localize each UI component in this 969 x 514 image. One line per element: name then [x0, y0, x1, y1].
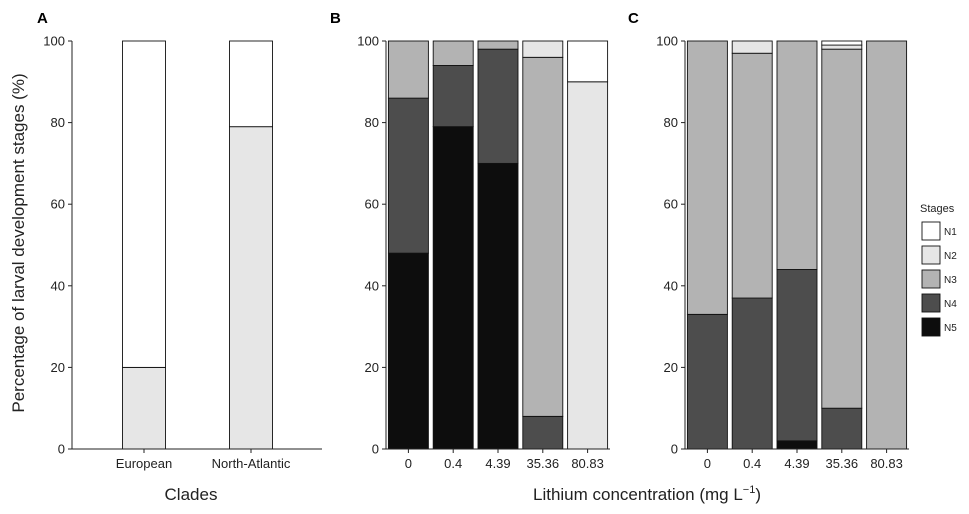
panel-letter: C	[628, 10, 639, 27]
x-tick-label: 0.4	[444, 456, 462, 471]
y-tick-label: 80	[664, 115, 678, 130]
bar-segment-n4	[821, 407, 863, 450]
bar-segment-n1	[229, 40, 273, 128]
x-axis-title-lithium: Lithium concentration (mg L−1)	[533, 484, 761, 504]
bar-segment-n5	[477, 162, 519, 450]
y-tick-label: 20	[664, 360, 678, 375]
bar-segment-n2	[122, 366, 166, 450]
y-tick-label: 0	[671, 442, 678, 457]
bar-segment-n4	[387, 97, 429, 254]
x-tick-label: 4.39	[485, 456, 510, 471]
bar-segment-n3	[432, 40, 474, 66]
bar-segment-n2	[731, 40, 773, 54]
x-tick-label: 80.83	[571, 456, 604, 471]
y-tick-label: 100	[43, 34, 65, 49]
bar-segment-n1	[821, 40, 863, 46]
y-tick-label: 20	[51, 360, 65, 375]
legend-key-n4	[921, 293, 941, 313]
legend-key-n5	[921, 317, 941, 337]
bar-segment-n3	[731, 52, 773, 299]
panel-c: C 0 20 40 60 80 100 0 0.4 4.39 35.36 80.83	[628, 10, 909, 471]
bar-segment-n1	[122, 40, 166, 368]
legend-key-n2	[921, 245, 941, 265]
bar-segment-n3	[387, 40, 429, 99]
bar-segment-n2	[522, 40, 564, 58]
x-tick-label: 0	[405, 456, 412, 471]
y-tick-label: 100	[357, 34, 379, 49]
bar-segment-n5	[432, 126, 474, 450]
legend-label-n4: N4	[944, 299, 957, 310]
legend-label-n3: N3	[944, 275, 957, 286]
bar-segment-n4	[731, 297, 773, 450]
x-axis-title-clades: Clades	[165, 485, 218, 504]
legend-key-n3	[921, 269, 941, 289]
x-tick-label: European	[116, 456, 172, 471]
legend-title: Stages	[920, 203, 955, 215]
panel-letter: B	[330, 10, 341, 27]
y-tick-label: 40	[664, 278, 678, 293]
y-tick-label: 40	[365, 278, 379, 293]
x-axis-title-lithium-main: Lithium concentration (mg L	[533, 485, 743, 504]
bar-segment-n4	[776, 269, 818, 442]
bar-segment-n1	[567, 40, 609, 83]
bar-segment-n5	[776, 440, 818, 450]
y-tick-label: 60	[51, 197, 65, 212]
y-tick-label: 0	[372, 442, 379, 457]
legend-key-n1	[921, 221, 941, 241]
x-tick-label: 0.4	[743, 456, 761, 471]
bar-segment-n4	[477, 48, 519, 164]
panel-b: B 0 20 40 60 80 100 0 0.4 4.39 35.36 80.83	[330, 10, 610, 471]
y-tick-label: 40	[51, 278, 65, 293]
y-tick-label: 20	[365, 360, 379, 375]
bar-segment-n4	[432, 65, 474, 128]
x-tick-label: 80.83	[870, 456, 903, 471]
bar-segment-n2	[821, 44, 863, 50]
x-tick-label: 35.36	[527, 456, 560, 471]
bar-segment-n2	[567, 81, 609, 450]
y-tick-label: 80	[51, 115, 65, 130]
bar-segment-n3	[776, 40, 818, 270]
x-tick-label: 4.39	[784, 456, 809, 471]
bar-segment-n2	[229, 126, 273, 450]
x-tick-label: North-Atlantic	[212, 456, 291, 471]
y-tick-label: 80	[365, 115, 379, 130]
legend-label-n2: N2	[944, 251, 957, 262]
y-tick-label: 60	[365, 197, 379, 212]
bar-segment-n3	[522, 56, 564, 417]
bar-segment-n3	[686, 40, 728, 315]
panel-letter: A	[37, 10, 48, 27]
legend-label-n1: N1	[944, 227, 957, 238]
y-axis-title: Percentage of larval development stages …	[9, 73, 28, 412]
bar-segment-n4	[522, 415, 564, 450]
x-axis-title-lithium-exponent: −1	[743, 484, 756, 496]
legend: Stages N1 N2 N3 N4 N5	[920, 203, 957, 337]
bar-segment-n3	[477, 40, 519, 50]
bar-segment-n4	[686, 313, 728, 450]
x-axis-title-lithium-close: )	[755, 485, 761, 504]
y-tick-label: 100	[656, 34, 678, 49]
bar-segment-n3	[821, 48, 863, 409]
bar-segment-n3	[866, 40, 908, 450]
bar-segment-n5	[387, 252, 429, 450]
x-tick-label: 0	[704, 456, 711, 471]
y-tick-label: 0	[58, 442, 65, 457]
legend-label-n5: N5	[944, 323, 957, 334]
x-tick-label: 35.36	[826, 456, 859, 471]
y-tick-label: 60	[664, 197, 678, 212]
panel-a: A 0 20 40 60 80 100 European North-Atlantic	[37, 10, 322, 471]
